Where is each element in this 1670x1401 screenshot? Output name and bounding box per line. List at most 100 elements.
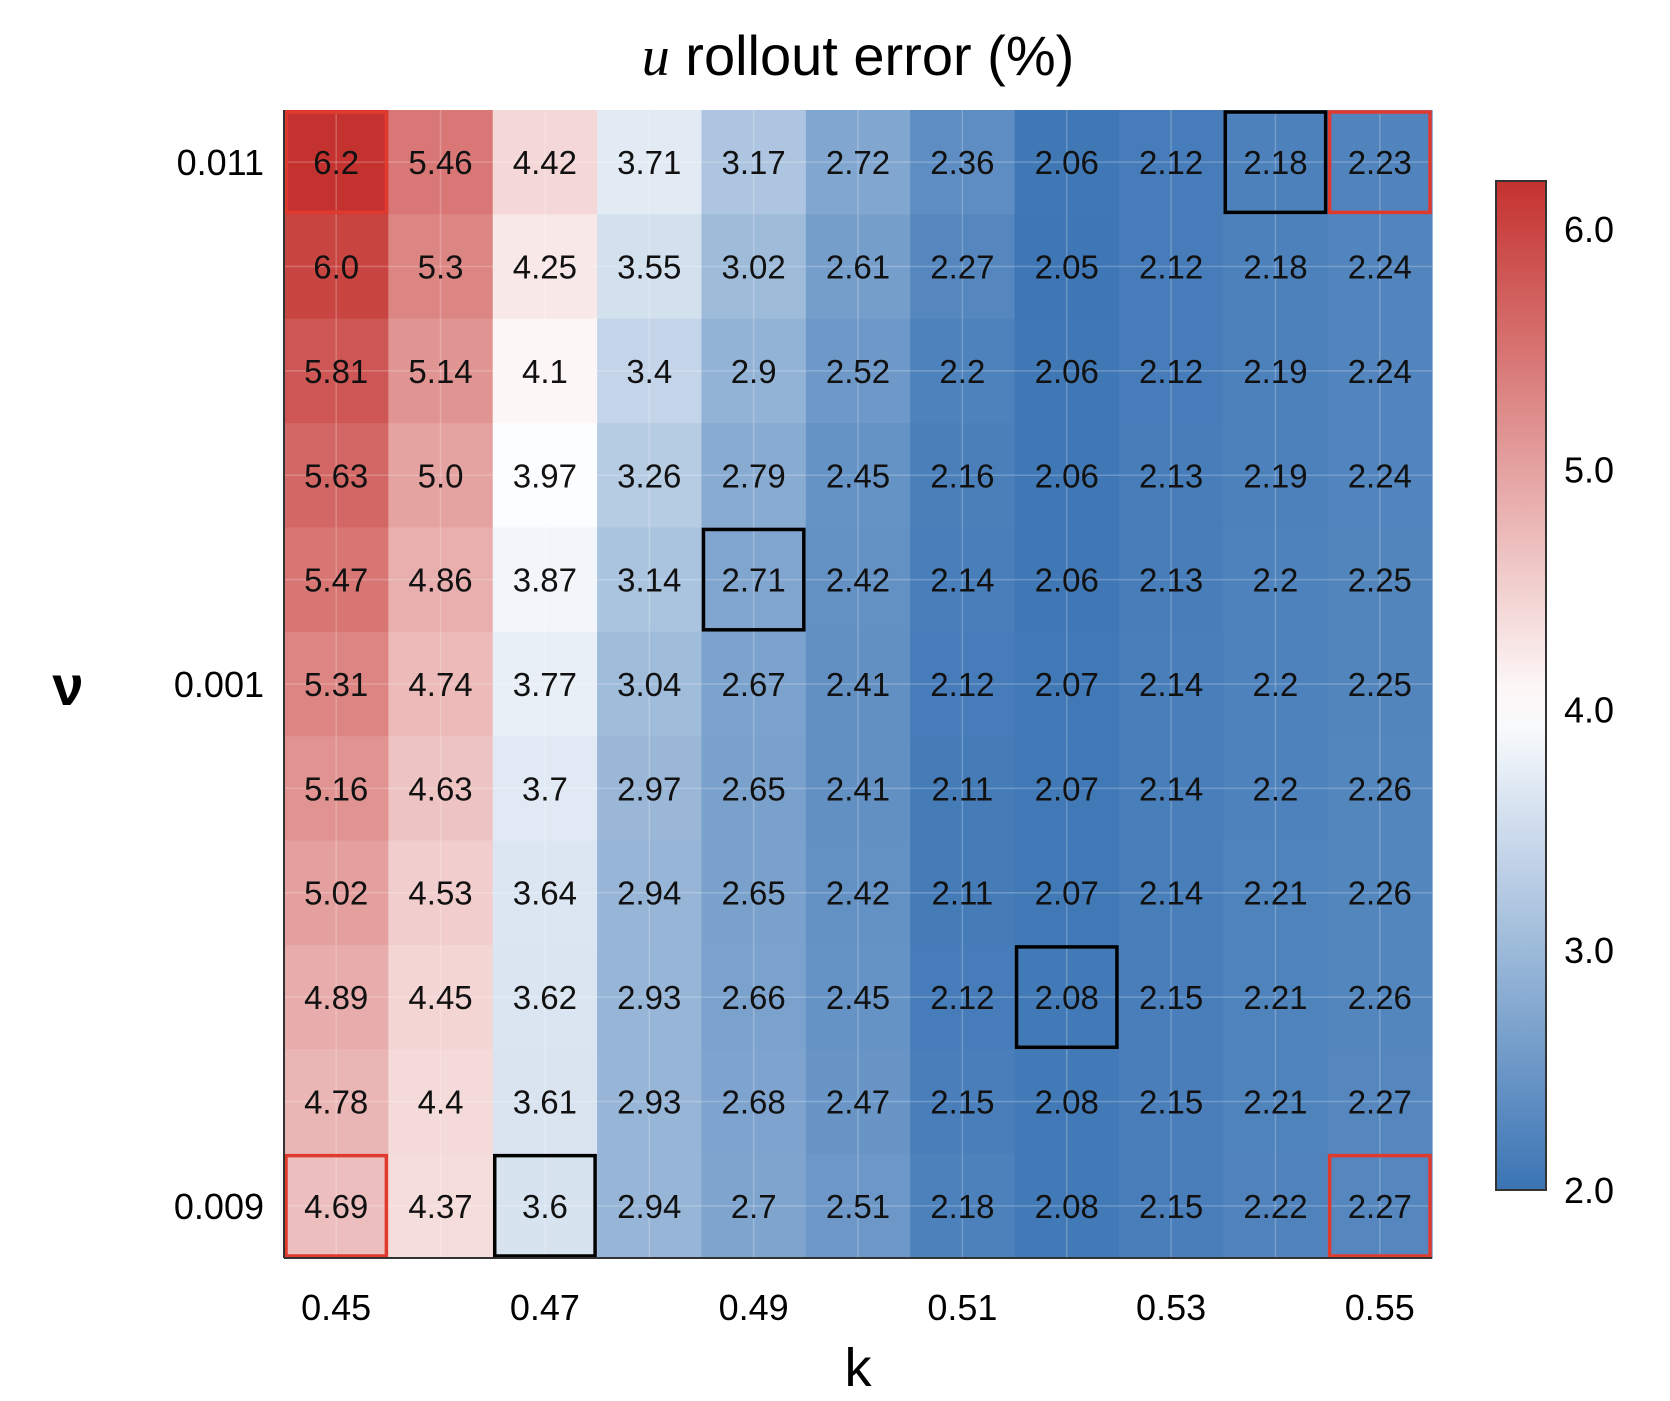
x-axis-label: k [845,1338,873,1396]
cell-value-label: 2.06 [1035,144,1099,181]
heatmap-cell [284,318,389,424]
cell-value-label: 2.23 [1348,144,1412,181]
cell-value-label: 2.26 [1348,979,1412,1016]
heatmap-cell [910,110,1016,215]
cell-value-label: 2.67 [722,666,786,703]
cell-value-label: 5.02 [304,875,368,912]
heatmap-cell [805,944,911,1050]
cell-value-label: 2.15 [1139,1083,1203,1120]
heatmap-cell [1327,527,1433,633]
heatmap-cell [1118,840,1224,946]
cell-value-label: 2.07 [1035,666,1099,703]
cell-value-label: 4.42 [513,144,577,181]
heatmap-cell [492,840,598,946]
heatmap-cell [805,1049,911,1155]
heatmap-cell [597,1049,703,1155]
cell-value-label: 2.11 [931,875,993,912]
heatmap-cells [284,110,1433,1259]
cell-value-label: 2.7 [731,1188,777,1225]
heatmap-cell [1014,423,1120,529]
cell-value-label: 2.47 [826,1083,890,1120]
heatmap-cell [1118,318,1224,424]
heatmap-cell [492,944,598,1050]
heatmap-cell [492,214,598,320]
highlight-box [1327,110,1432,215]
heatmap-cell [1327,736,1433,842]
cell-value-label: 2.27 [1348,1188,1412,1225]
heatmap-cell [388,736,494,842]
cell-value-label: 2.21 [1243,979,1307,1016]
cell-value-label: 2.24 [1348,457,1412,494]
cell-value-label: 2.26 [1348,770,1412,807]
cell-value-label: 2.19 [1243,457,1307,494]
heatmap-cell [1118,527,1224,633]
cell-value-label: 2.2 [1253,666,1299,703]
heatmap-cell [805,736,911,842]
heatmap-cell [388,631,494,737]
colorbar-tick-labels: 2.0 3.0 4.0 5.0 6.0 [1564,209,1614,1211]
cell-value-label: 2.93 [617,1083,681,1120]
heatmap-cell [1223,423,1329,529]
cell-value-label: 2.13 [1139,457,1203,494]
x-tick-label: 0.45 [301,1287,371,1328]
x-tick-label: 0.55 [1345,1287,1415,1328]
y-tick-label: 0.011 [177,142,264,183]
cell-value-label: 2.2 [1253,770,1299,807]
y-tick-labels: 0.011 0.001 0.009 [174,142,264,1227]
x-tick-label: 0.53 [1136,1287,1206,1328]
cell-value-label: 2.25 [1348,562,1412,599]
cell-value-label: 2.18 [930,1188,994,1225]
heatmap-cell [1118,944,1224,1050]
cell-value-label: 2.2 [1253,562,1299,599]
heatmap-cell [284,527,389,633]
colorbar-tick-label: 4.0 [1564,690,1614,731]
cell-value-label: 4.74 [408,666,472,703]
heatmap-cell [492,631,598,737]
heatmap-cell [1118,631,1224,737]
heatmap-cell [284,631,389,737]
heatmap-cell [597,423,703,529]
cell-value-label: 4.63 [408,770,472,807]
heatmap-cell [284,214,389,320]
heatmap-cell [1118,423,1224,529]
title-text: rollout error (%) [670,24,1075,87]
cell-value-label: 2.93 [617,979,681,1016]
heatmap-cell [284,1049,389,1155]
highlight-box [284,1153,389,1258]
cell-value-label: 4.4 [418,1083,464,1120]
heatmap-cell [910,736,1016,842]
cell-value-label: 2.14 [1139,875,1203,912]
heatmap-cell [910,944,1016,1050]
heatmap-cell [1327,631,1433,737]
heatmap-cell [1327,214,1433,320]
cell-value-label: 3.04 [617,666,681,703]
cell-value-label: 2.12 [1139,353,1203,390]
cell-value-label: 2.18 [1243,249,1307,286]
highlight-box [492,1153,597,1258]
heatmap-cell [1223,527,1329,633]
cell-value-label: 2.06 [1035,457,1099,494]
highlight-box [1327,1153,1432,1258]
heatmap-cell [388,944,494,1050]
cell-value-label: 2.05 [1035,249,1099,286]
heatmap-cell [1014,1153,1120,1259]
heatmap-cell [910,1153,1016,1259]
cell-value-label: 2.08 [1035,1188,1099,1225]
heatmap-cell [910,1049,1016,1155]
cell-value-label: 2.66 [722,979,786,1016]
highlight-boxes [284,110,1432,1258]
heatmap-cell [701,318,807,424]
cell-value-label: 3.62 [513,979,577,1016]
cell-value-label: 2.14 [930,562,994,599]
heatmap-cell [1327,318,1433,424]
heatmap-cell [805,631,911,737]
cell-value-label: 4.69 [304,1188,368,1225]
heatmap-cell [388,1153,494,1259]
cell-value-label: 2.72 [826,144,890,181]
chart-title: u rollout error (%) [642,24,1075,88]
cell-value-label: 3.64 [513,875,577,912]
cell-value-label: 5.3 [418,249,464,286]
heatmap-cell [388,110,494,215]
cell-value-label: 2.94 [617,1188,681,1225]
